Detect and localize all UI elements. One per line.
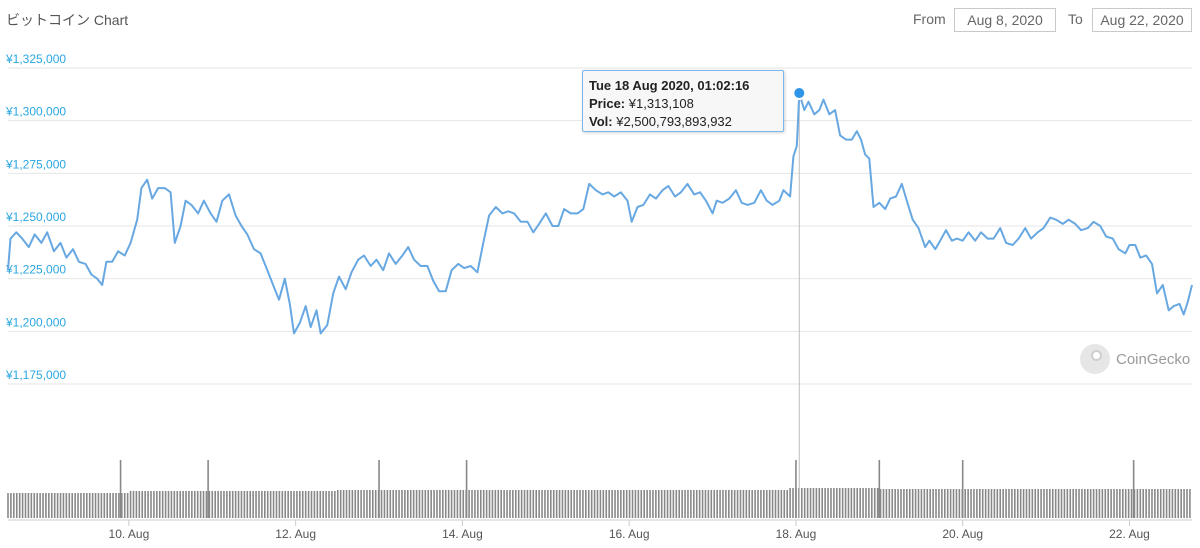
y-tick-label: ¥1,225,000 [5, 263, 66, 277]
to-label: To [1068, 11, 1083, 27]
from-date-input[interactable]: Aug 8, 2020 [954, 8, 1056, 32]
to-date-input[interactable]: Aug 22, 2020 [1092, 8, 1192, 32]
from-label: From [913, 11, 946, 27]
x-tick-label: 14. Aug [442, 527, 483, 541]
x-tick-label: 12. Aug [275, 527, 316, 541]
y-tick-label: ¥1,300,000 [5, 105, 66, 119]
gecko-logo-icon [1080, 344, 1110, 374]
y-tick-label: ¥1,175,000 [5, 368, 66, 382]
x-tick-label: 16. Aug [609, 527, 650, 541]
tooltip-vol-label: Vol: [589, 114, 613, 129]
highlight-point [792, 86, 807, 101]
tooltip-date: Tue 18 Aug 2020, 01:02:16 [589, 78, 750, 93]
price-tooltip: Tue 18 Aug 2020, 01:02:16 Price: ¥1,313,… [582, 70, 784, 132]
y-tick-label: ¥1,275,000 [5, 157, 66, 171]
price-line [7, 92, 1193, 335]
y-tick-label: ¥1,250,000 [5, 210, 66, 224]
coingecko-watermark: CoinGecko [1080, 344, 1190, 374]
x-tick-label: 18. Aug [776, 527, 817, 541]
chart-title: ビットコイン Chart [6, 12, 129, 28]
x-tick-label: 20. Aug [942, 527, 983, 541]
watermark-text: CoinGecko [1116, 350, 1191, 368]
tooltip-vol-value: ¥2,500,793,893,932 [616, 114, 732, 129]
x-tick-label: 22. Aug [1109, 527, 1150, 541]
x-tick-label: 10. Aug [109, 527, 150, 541]
y-tick-label: ¥1,325,000 [5, 52, 66, 66]
tooltip-price-label: Price: [589, 96, 626, 111]
tooltip-price-value: ¥1,313,108 [628, 96, 694, 111]
y-tick-label: ¥1,200,000 [5, 315, 66, 329]
